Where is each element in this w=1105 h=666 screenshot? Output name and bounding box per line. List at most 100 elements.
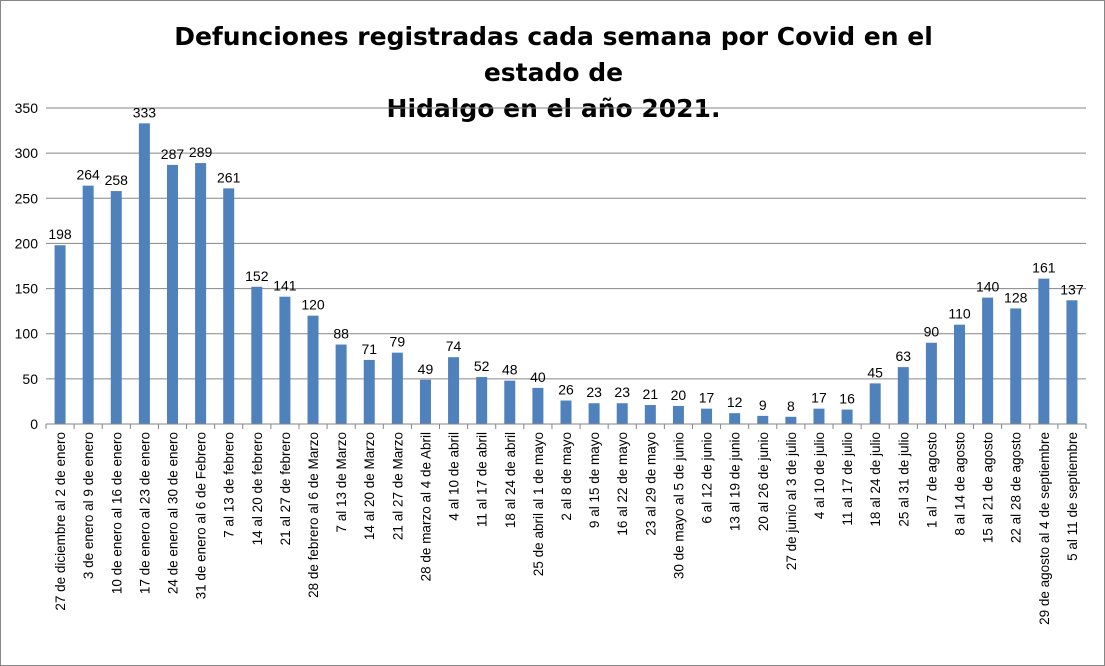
y-tick-label: 250 (15, 190, 39, 206)
category-label: 7 al 13 de febrero (222, 432, 237, 538)
data-label: 17 (699, 390, 715, 406)
bar (504, 380, 516, 424)
data-label: 63 (896, 348, 912, 364)
bar (82, 185, 94, 424)
x-axis (45, 423, 1087, 429)
bar (335, 344, 347, 424)
data-label: 140 (976, 279, 1000, 295)
y-tick-label: 50 (22, 371, 38, 387)
bar (476, 377, 488, 424)
data-label: 152 (245, 268, 269, 284)
category-label: 31 de enero al 6 de Febrero (194, 432, 209, 599)
category-label: 22 al 28 de agosto (1009, 432, 1024, 543)
data-label: 128 (1004, 289, 1028, 305)
data-label: 90 (924, 324, 940, 340)
bar (1066, 300, 1078, 424)
y-tick-label: 0 (30, 416, 38, 432)
data-label: 88 (333, 326, 349, 342)
bar (391, 352, 403, 424)
data-label: 23 (586, 384, 602, 400)
category-label: 18 al 24 de julio (868, 432, 883, 527)
data-label: 141 (273, 278, 297, 294)
data-label: 264 (76, 167, 100, 183)
y-axis-ticks: 0 50 100 150 200 250 300 350 (15, 100, 39, 432)
data-label: 71 (361, 341, 377, 357)
bar (54, 245, 66, 424)
data-label: 287 (161, 146, 185, 162)
bar (785, 416, 797, 424)
category-label: 11 al 17 de abril (475, 432, 490, 527)
bar (729, 413, 741, 424)
bar (1010, 308, 1022, 424)
bar (138, 123, 150, 424)
y-tick-label: 300 (15, 145, 39, 161)
data-label: 258 (105, 172, 129, 188)
y-tick-label: 100 (15, 326, 39, 342)
data-label: 16 (839, 391, 855, 407)
data-label: 137 (1060, 281, 1084, 297)
bar (616, 403, 628, 424)
category-label: 9 al 15 de mayo (587, 432, 602, 528)
data-label: 48 (502, 362, 518, 378)
category-label: 8 al 14 de agosto (953, 432, 968, 536)
bar (166, 164, 178, 424)
data-label: 8 (787, 398, 795, 414)
category-label: 27 de junio al 3 de julio (784, 432, 799, 570)
category-label: 24 de enero al 30 de enero (165, 432, 180, 594)
category-label: 16 al 22 de mayo (615, 432, 630, 536)
chart-title-line-1: Defunciones registradas cada semana por … (174, 22, 933, 87)
bar (110, 191, 122, 424)
bar (982, 297, 994, 424)
bar (223, 188, 235, 424)
category-label: 5 al 11 de septiembre (1065, 432, 1080, 561)
bar (813, 408, 825, 424)
category-label: 15 al 21 de agosto (981, 432, 996, 543)
category-label: 27 de diciembre al 2 de enero (53, 432, 68, 611)
category-label: 13 al 19 de junio (728, 432, 743, 531)
bar (307, 315, 319, 424)
bar (841, 409, 853, 424)
data-label: 23 (614, 384, 630, 400)
category-label: 30 de mayo al 5 de junio (671, 432, 686, 579)
data-label: 9 (759, 397, 767, 413)
data-label: 110 (948, 306, 971, 322)
data-label: 74 (446, 338, 462, 354)
data-label: 17 (811, 390, 827, 406)
bar (588, 403, 600, 424)
gridlines (46, 107, 1086, 380)
data-label: 120 (301, 297, 325, 313)
bar (672, 405, 684, 424)
category-label: 10 de enero al 16 de enero (109, 432, 124, 594)
category-label: 25 de abril al 1 de mayo (531, 432, 546, 576)
y-tick-label: 200 (15, 235, 39, 251)
bar (925, 342, 937, 424)
data-label: 12 (727, 394, 743, 410)
data-label: 26 (558, 382, 574, 398)
y-tick-label: 150 (15, 281, 39, 297)
data-label: 161 (1032, 260, 1056, 276)
category-label: 4 al 10 de abril (447, 432, 462, 521)
category-label: 18 al 24 de abril (503, 432, 518, 528)
bar (757, 415, 769, 424)
data-label: 333 (133, 104, 157, 120)
data-label: 49 (418, 361, 434, 377)
bar (251, 286, 263, 424)
data-label: 45 (867, 364, 883, 380)
category-label: 25 al 31 de julio (896, 432, 911, 527)
category-label: 14 al 20 de Marzo (362, 432, 377, 540)
category-label: 6 al 12 de junio (700, 432, 715, 524)
data-label: 261 (217, 169, 241, 185)
data-label: 289 (189, 144, 213, 160)
category-label: 3 de enero al 9 de enero (81, 432, 96, 579)
bars (54, 123, 1078, 424)
category-label: 28 de marzo al 4 de Abril (418, 432, 433, 581)
data-label: 40 (530, 369, 546, 385)
category-label: 28 de febrero al 6 de Marzo (306, 432, 321, 598)
category-label: 17 de enero al 23 de enero (137, 432, 152, 594)
category-label: 1 al 7 de agosto (924, 432, 939, 528)
bar (701, 408, 713, 424)
data-label: 79 (390, 334, 406, 350)
